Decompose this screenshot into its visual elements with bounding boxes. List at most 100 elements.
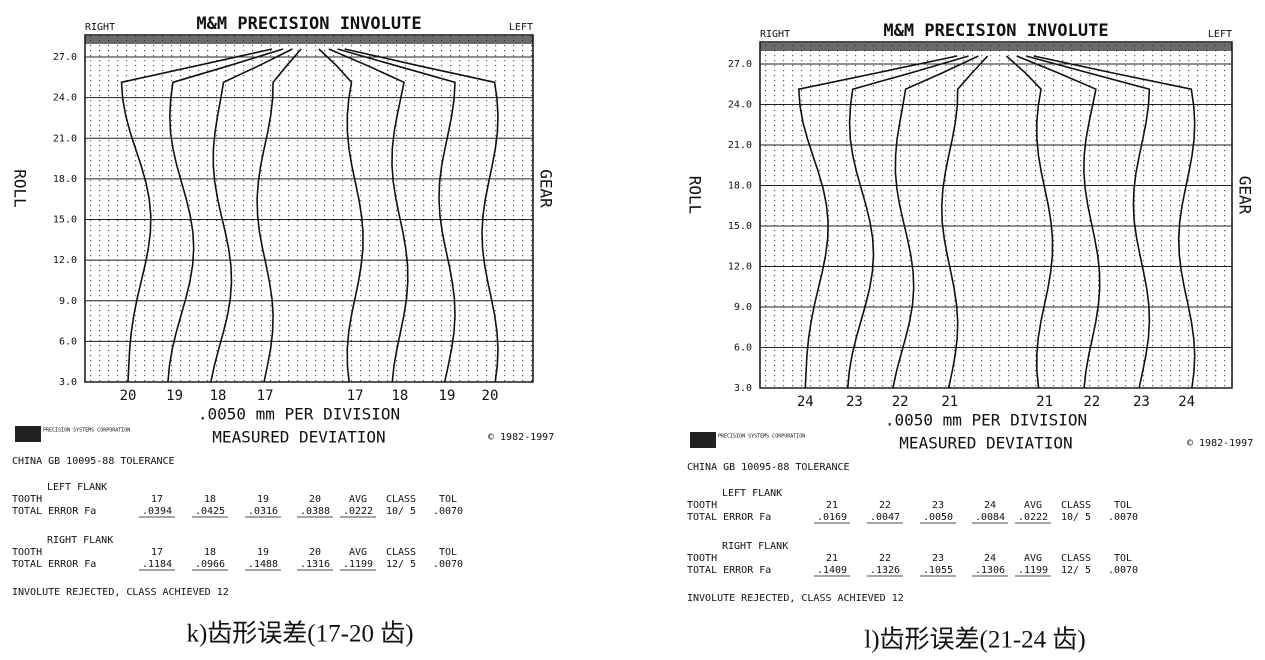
table-header: TOOTH bbox=[12, 547, 42, 558]
table-cell: .0070 bbox=[1108, 512, 1138, 523]
roll-tick-label: 24.0 bbox=[53, 93, 77, 104]
table-cell: 12/ 5 bbox=[386, 559, 416, 570]
table-header: CLASS bbox=[386, 494, 416, 505]
table-cell: .1326 bbox=[870, 565, 900, 576]
trace bbox=[940, 55, 989, 389]
table-header: 19 bbox=[257, 547, 269, 558]
table-cell: .1306 bbox=[975, 565, 1005, 576]
header-right: RIGHT bbox=[85, 22, 115, 33]
table-cell: .0966 bbox=[195, 559, 225, 570]
trace bbox=[256, 48, 302, 383]
gear-label: GEAR bbox=[537, 169, 556, 208]
roll-tick-label: 3.0 bbox=[734, 383, 752, 394]
table-header: 24 bbox=[984, 553, 996, 564]
plot-grid bbox=[759, 41, 1233, 389]
table-header: 24 bbox=[984, 500, 996, 511]
trace bbox=[120, 48, 273, 383]
result: INVOLUTE REJECTED, CLASS ACHIEVED 12 bbox=[687, 593, 904, 604]
table-cell: .1199 bbox=[343, 559, 373, 570]
roll-tick-label: 18.0 bbox=[53, 174, 77, 185]
table-cell: .0425 bbox=[195, 506, 225, 517]
trace bbox=[1025, 55, 1151, 389]
table-header: 20 bbox=[309, 494, 321, 505]
table-header: 18 bbox=[204, 494, 216, 505]
roll-label: ROLL bbox=[11, 169, 30, 208]
table-cell: .1316 bbox=[300, 559, 330, 570]
roll-tick-label: 3.0 bbox=[59, 377, 77, 388]
table-cell: TOTAL ERROR Fa bbox=[12, 559, 96, 570]
table-cell: .0070 bbox=[433, 506, 463, 517]
logo-mark bbox=[15, 426, 41, 442]
logo-mark bbox=[690, 432, 716, 448]
table-header: AVG bbox=[1024, 500, 1042, 511]
trace bbox=[328, 48, 409, 383]
table-header: CLASS bbox=[1061, 500, 1091, 511]
tooth-label: 17 bbox=[257, 388, 274, 404]
flank-label: RIGHT FLANK bbox=[722, 541, 788, 552]
flank-label: LEFT FLANK bbox=[722, 488, 782, 499]
header-left: LEFT bbox=[509, 22, 533, 33]
table-header: CLASS bbox=[386, 547, 416, 558]
tooth-label: 24 bbox=[1178, 394, 1195, 410]
header-right: RIGHT bbox=[760, 29, 790, 40]
table-header: 22 bbox=[879, 553, 891, 564]
header-left: LEFT bbox=[1208, 29, 1232, 40]
table-cell: .1184 bbox=[142, 559, 172, 570]
tooth-label: 24 bbox=[797, 394, 814, 410]
trace bbox=[318, 48, 364, 383]
flank-label: RIGHT FLANK bbox=[47, 535, 113, 546]
table-header: 17 bbox=[151, 494, 163, 505]
tooth-label: 18 bbox=[210, 388, 227, 404]
copyright: © 1982-1997 bbox=[488, 432, 554, 443]
table-cell: .0394 bbox=[142, 506, 172, 517]
table-header: AVG bbox=[349, 494, 367, 505]
table-header: 21 bbox=[826, 553, 838, 564]
roll-tick-label: 15.0 bbox=[53, 215, 77, 226]
tooth-label: 22 bbox=[1083, 394, 1100, 410]
table-header: AVG bbox=[1024, 553, 1042, 564]
roll-tick-label: 15.0 bbox=[728, 221, 752, 232]
table-cell: .0050 bbox=[923, 512, 953, 523]
table-header: TOL bbox=[439, 547, 457, 558]
roll-tick-label: 21.0 bbox=[728, 140, 752, 151]
caption: k)齿形误差(17-20 齿) bbox=[186, 620, 413, 648]
table-header: 23 bbox=[932, 553, 944, 564]
table-cell: .0070 bbox=[1108, 565, 1138, 576]
table-header: 22 bbox=[879, 500, 891, 511]
table-header: TOL bbox=[439, 494, 457, 505]
tooth-label: 19 bbox=[439, 388, 456, 404]
table-header: TOOTH bbox=[687, 553, 717, 564]
roll-tick-label: 18.0 bbox=[728, 181, 752, 192]
tooth-label: 21 bbox=[1036, 394, 1053, 410]
table-header: 23 bbox=[932, 500, 944, 511]
table-header: TOL bbox=[1114, 500, 1132, 511]
trace bbox=[167, 48, 284, 383]
roll-tick-label: 24.0 bbox=[728, 100, 752, 111]
table-cell: .0169 bbox=[817, 512, 847, 523]
trace bbox=[344, 48, 499, 383]
tooth-label: 23 bbox=[846, 394, 863, 410]
table-cell: TOTAL ERROR Fa bbox=[687, 512, 771, 523]
table-cell: .0070 bbox=[433, 559, 463, 570]
table-cell: 12/ 5 bbox=[1061, 565, 1091, 576]
copyright: © 1982-1997 bbox=[1187, 438, 1253, 449]
table-header: 19 bbox=[257, 494, 269, 505]
roll-tick-label: 12.0 bbox=[728, 262, 752, 273]
roll-tick-label: 9.0 bbox=[734, 302, 752, 313]
table-cell: .0388 bbox=[300, 506, 330, 517]
table-header: CLASS bbox=[1061, 553, 1091, 564]
table-cell: .1488 bbox=[248, 559, 278, 570]
table-cell: .0047 bbox=[870, 512, 900, 523]
tooth-label: 20 bbox=[482, 388, 499, 404]
table-cell: 10/ 5 bbox=[386, 506, 416, 517]
table-cell: .0084 bbox=[975, 512, 1005, 523]
trace bbox=[210, 48, 293, 383]
roll-tick-label: 27.0 bbox=[53, 52, 77, 63]
table-cell: TOTAL ERROR Fa bbox=[687, 565, 771, 576]
table-cell: .1199 bbox=[1018, 565, 1048, 576]
table-header: TOOTH bbox=[12, 494, 42, 505]
roll-tick-label: 9.0 bbox=[59, 296, 77, 307]
tooth-label: 21 bbox=[941, 394, 958, 410]
table-cell: .1409 bbox=[817, 565, 847, 576]
